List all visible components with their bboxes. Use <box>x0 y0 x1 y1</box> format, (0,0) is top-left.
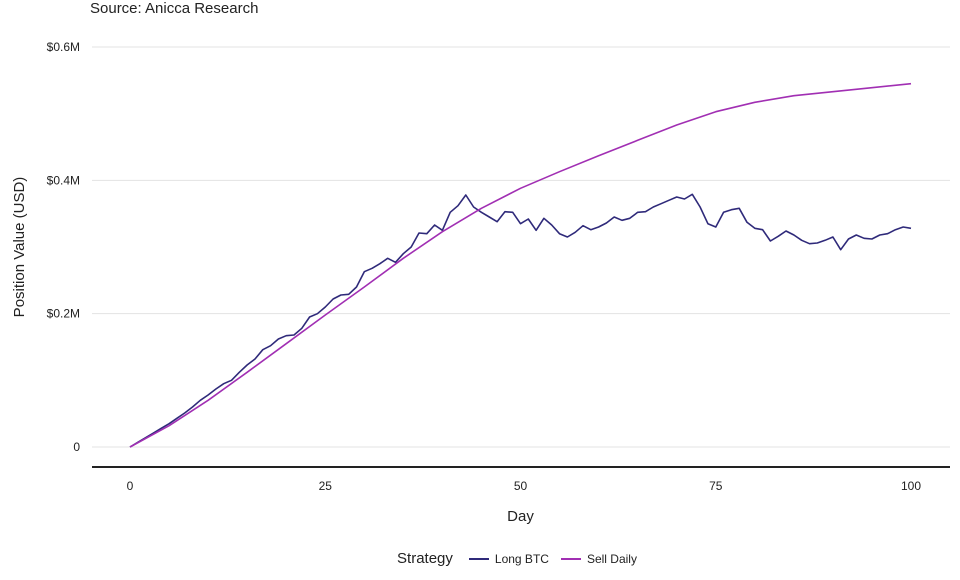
x-tick-label: 0 <box>127 479 134 493</box>
series-layer <box>129 82 912 448</box>
legend: Strategy Long BTC Sell Daily <box>0 550 960 567</box>
x-tick-label: 50 <box>514 479 528 493</box>
x-tick-label: 75 <box>709 479 723 493</box>
legend-swatch-long-btc <box>468 557 489 560</box>
y-tick-label: 0 <box>73 440 80 454</box>
y-tick-label: $0.2M <box>47 307 80 321</box>
x-axis-ticks: 0 25 50 75 100 <box>127 479 922 493</box>
series-line-sell-daily <box>129 82 912 448</box>
legend-item-long-btc: Long BTC <box>468 551 549 566</box>
x-tick-label: 100 <box>901 479 921 493</box>
x-axis-title: Day <box>507 508 534 525</box>
legend-item-sell-daily: Sell Daily <box>560 551 637 566</box>
legend-title: Strategy <box>397 550 453 567</box>
legend-label-sell-daily: Sell Daily <box>586 551 637 566</box>
chart-subtitle: Source: Anicca Research <box>90 0 259 17</box>
line-chart: 0 $0.2M $0.4M $0.6M 0 25 50 75 100 Day Position… <box>11 40 950 525</box>
y-tick-label: $0.6M <box>47 40 80 54</box>
x-tick-label: 25 <box>319 479 333 493</box>
y-tick-label: $0.4M <box>47 173 80 187</box>
y-axis-ticks: 0 $0.2M $0.4M $0.6M <box>47 40 81 454</box>
legend-label-long-btc: Long BTC <box>494 551 549 566</box>
y-axis-title: Position Value (USD) <box>11 177 28 318</box>
legend-swatch-sell-daily <box>560 557 581 560</box>
gridlines <box>92 46 950 448</box>
series-line-long-btc <box>129 193 912 448</box>
